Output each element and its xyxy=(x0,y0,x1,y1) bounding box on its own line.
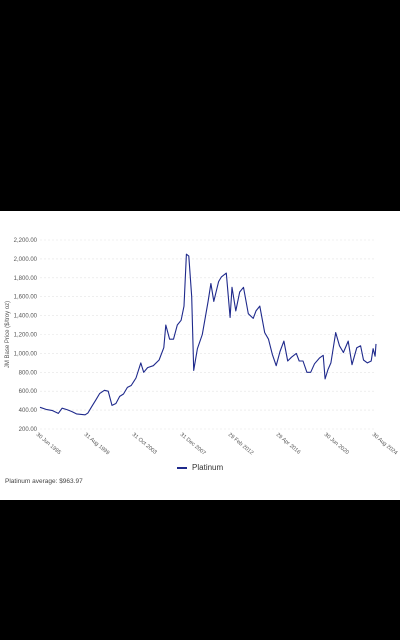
series-line-platinum[interactable] xyxy=(39,253,377,416)
y-tick-label: 1,200.00 xyxy=(14,333,38,339)
y-tick-label: 1,800.00 xyxy=(14,276,38,282)
gridlines xyxy=(40,239,376,430)
x-axis-ticks: 30 Jun 1995 31 Aug 1999 31 Oct 2003 31 Dec … xyxy=(35,432,399,457)
x-tick-label: 30 Aug 2024 xyxy=(371,432,399,456)
x-tick-label: 29 Feb 2012 xyxy=(227,432,255,456)
average-footnote: Platinum average: $963.97 xyxy=(5,478,83,485)
legend-label-platinum: Platinum xyxy=(192,463,224,472)
y-tick-label: 1,400.00 xyxy=(14,314,38,320)
y-axis-ticks: 200.00 400.00 600.00 800.00 1,000.00 1,200.00… xyxy=(14,238,38,433)
y-tick-label: 600.00 xyxy=(19,389,38,395)
x-tick-label: 31 Oct 2003 xyxy=(131,432,158,456)
x-tick-label: 30 Jun 2020 xyxy=(323,432,350,456)
series-layer xyxy=(39,253,377,416)
y-tick-label: 200.00 xyxy=(19,427,38,433)
y-axis-title: JM Base Price ($/troy oz) xyxy=(5,301,11,368)
x-tick-label: 31 Dec 2007 xyxy=(179,432,207,457)
chart-panel: 200.00 400.00 600.00 800.00 1,000.00 1,200.00… xyxy=(0,211,400,500)
y-tick-label: 2,000.00 xyxy=(14,257,38,263)
x-tick-label: 31 Aug 1999 xyxy=(83,432,111,456)
platinum-price-chart: 200.00 400.00 600.00 800.00 1,000.00 1,200.00… xyxy=(5,238,399,457)
y-tick-label: 800.00 xyxy=(19,370,38,376)
y-tick-label: 400.00 xyxy=(19,408,38,414)
x-tick-label: 29 Apr 2016 xyxy=(275,432,302,456)
x-tick-label: 30 Jun 1995 xyxy=(35,432,62,456)
legend[interactable]: Platinum xyxy=(0,463,400,472)
y-tick-label: 1,600.00 xyxy=(14,295,38,301)
y-tick-label: 2,200.00 xyxy=(14,238,38,244)
legend-swatch xyxy=(176,466,187,469)
y-tick-label: 1,000.00 xyxy=(14,351,38,357)
